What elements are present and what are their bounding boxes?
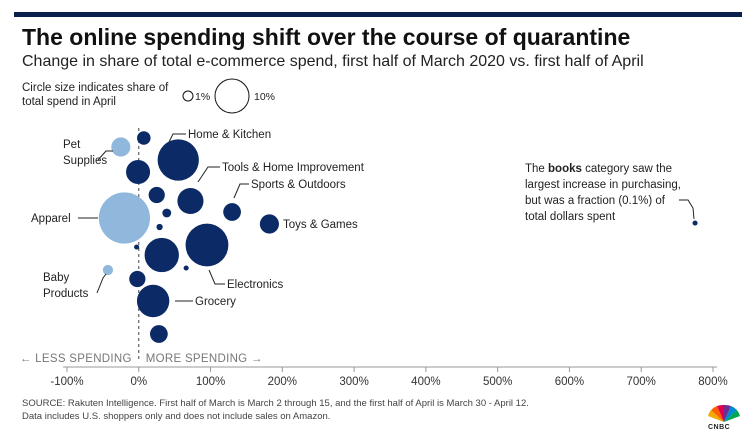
label-grocery: Grocery [195,296,236,308]
size-legend-small-label: 1% [195,91,210,103]
bubble-category-18 [150,325,168,343]
leader-home-kitchen [168,133,186,143]
label-baby-products-line1: Baby [43,272,69,284]
less-spending-label: ← LESS SPENDING [20,353,132,365]
books-annotation-post: category saw the [582,163,672,175]
size-legend-large-label: 10% [254,91,275,103]
bubble-baby-products [102,264,114,276]
books-annotation-line3: but was a fraction (0.1%) of [525,195,666,207]
books-annotation-line4: total dollars spent [525,211,616,223]
bubble-category-12 [144,237,179,273]
x-tick-label: 300% [339,376,368,388]
bubble-category-7 [162,208,172,218]
bubble-tools-home-improvement [177,187,204,215]
books-annotation-pre: The [525,163,548,175]
bubble-category-14 [183,265,189,271]
x-tick-label: 600% [555,376,584,388]
size-legend-small-circle [182,90,194,102]
bubble-category-1 [137,131,151,145]
books-annotation-bold: books [548,163,582,175]
bubble-category-10 [156,223,163,231]
leader-books [679,199,695,220]
bubble-grocery [136,284,170,318]
bubble-category-13 [134,244,140,250]
bubble-toys-games [259,214,279,234]
label-electronics: Electronics [227,279,283,291]
top-accent-bar [14,12,742,17]
leader-baby-products [96,273,107,294]
size-legend-large-circle [214,78,250,114]
leader-pet-supplies [97,150,113,161]
size-legend-note: Circle size indicates share of total spe… [22,82,169,108]
bubble-electronics [185,223,229,267]
source-note: SOURCE: Rakuten Intelligence. First half… [22,397,662,423]
x-tick-label: 0% [130,376,147,388]
leader-tools-home-improvement [197,166,220,183]
bubble-sports-outdoors [223,203,241,221]
source-line-1: SOURCE: Rakuten Intelligence. First half… [22,398,529,409]
label-sports-outdoors: Sports & Outdoors [251,179,346,191]
label-pet-supplies-line1: Pet [63,139,81,151]
more-spending-label: MORE SPENDING → [146,353,263,365]
bubble-pet-supplies [111,137,131,157]
x-tick-label: 800% [698,376,727,388]
label-home-kitchen: Home & Kitchen [188,129,271,141]
label-toys-games: Toys & Games [283,219,358,231]
bubble-category-5 [148,186,165,204]
source-line-2: Data includes U.S. shoppers only and doe… [22,411,331,422]
label-pet-supplies-line2: Supplies [63,155,107,167]
label-tools-home-improvement: Tools & Home Improvement [222,162,365,174]
x-tick-label: 200% [268,376,297,388]
x-tick-label: 500% [483,376,512,388]
books-annotation-line2: largest increase in purchasing, [525,179,681,191]
chart-subtitle: Change in share of total e-commerce spen… [22,53,644,70]
leader-sports-outdoors [233,183,249,199]
x-tick-label: -100% [50,376,83,388]
bubble-category-16 [129,270,146,288]
bubble-home-kitchen [157,139,199,181]
cnbc-logo-text: CNBC [708,424,731,431]
books-annotation-line1: The books category saw the [525,163,672,175]
label-baby-products-line2: Products [43,288,89,300]
bubble-apparel [98,192,151,244]
cnbc-peacock-logo-icon [708,404,740,422]
bubble-category-3 [126,159,151,185]
chart-title: The online spending shift over the cours… [22,24,631,50]
bubble-books [692,220,698,226]
leader-electronics [208,269,225,285]
x-tick-label: 100% [196,376,225,388]
x-tick-label: 400% [411,376,440,388]
x-tick-label: 700% [627,376,656,388]
label-apparel: Apparel [31,213,71,225]
